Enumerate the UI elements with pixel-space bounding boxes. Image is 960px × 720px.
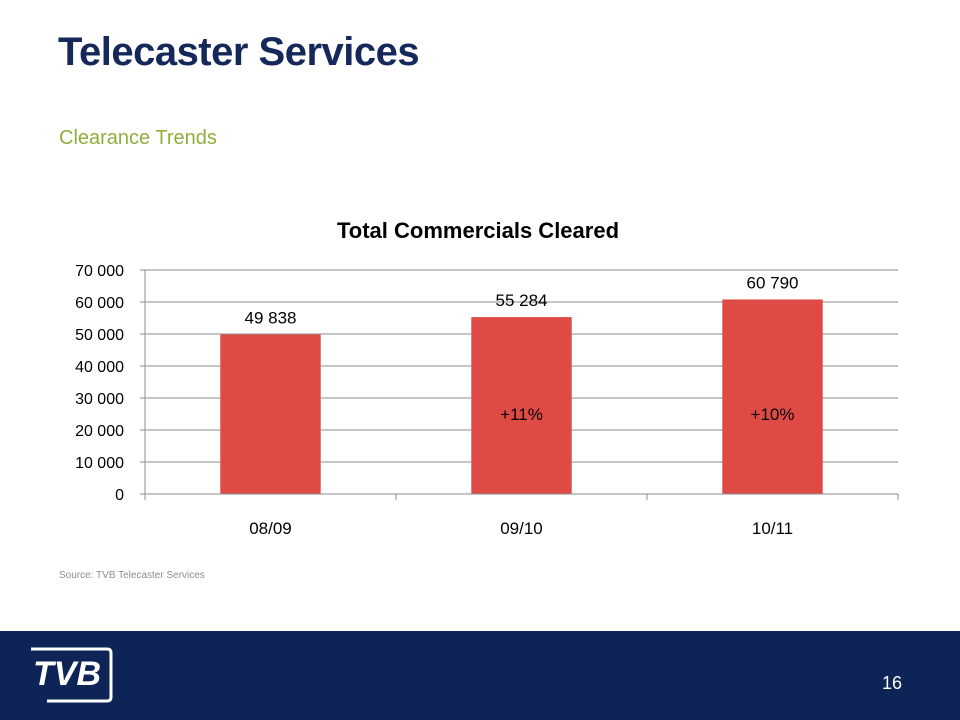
x-tick-label: 09/10 — [500, 519, 543, 538]
source-note: Source: TVB Telecaster Services — [59, 570, 205, 581]
bar-value-label: 49 838 — [245, 309, 297, 328]
y-tick-label: 20 000 — [75, 423, 124, 440]
bar-value-label: 55 284 — [496, 291, 548, 310]
slide-title: Telecaster Services — [58, 30, 420, 74]
y-tick-label: 50 000 — [75, 327, 124, 344]
y-tick-label: 40 000 — [75, 359, 124, 376]
bar-10-11 — [722, 299, 823, 494]
y-tick-label: 10 000 — [75, 455, 124, 472]
bar-chart: Total Commercials Cleared 0 10 000 20 000 3… — [75, 218, 899, 538]
x-axis: 08/09 09/10 10/11 — [144, 270, 899, 538]
data-labels: 49 838 55 284 +11% 60 790 +10% — [245, 273, 799, 424]
y-tick-label: 30 000 — [75, 391, 124, 408]
slide-subtitle: Clearance Trends — [59, 127, 217, 149]
tvb-logo: TVB — [31, 647, 113, 703]
x-tick-label: 10/11 — [752, 519, 793, 538]
bars — [220, 299, 823, 494]
y-tick-label: 70 000 — [75, 263, 124, 280]
page-number: 16 — [881, 673, 902, 693]
svg-text:TVB: TVB — [33, 655, 101, 693]
growth-label: +10% — [751, 405, 795, 424]
footer-band: TVB 16 — [0, 631, 960, 720]
bar-08-09 — [220, 334, 321, 494]
bar-value-label: 60 790 — [747, 273, 799, 292]
growth-label: +11% — [500, 405, 543, 424]
bar-09-10 — [471, 317, 572, 494]
x-tick-label: 08/09 — [249, 519, 292, 538]
y-tick-label: 60 000 — [75, 295, 124, 312]
y-tick-label: 0 — [115, 487, 124, 504]
chart-title: Total Commercials Cleared — [337, 218, 619, 243]
y-axis-ticks: 0 10 000 20 000 30 000 40 000 50 000 60 000 70 … — [75, 263, 145, 504]
